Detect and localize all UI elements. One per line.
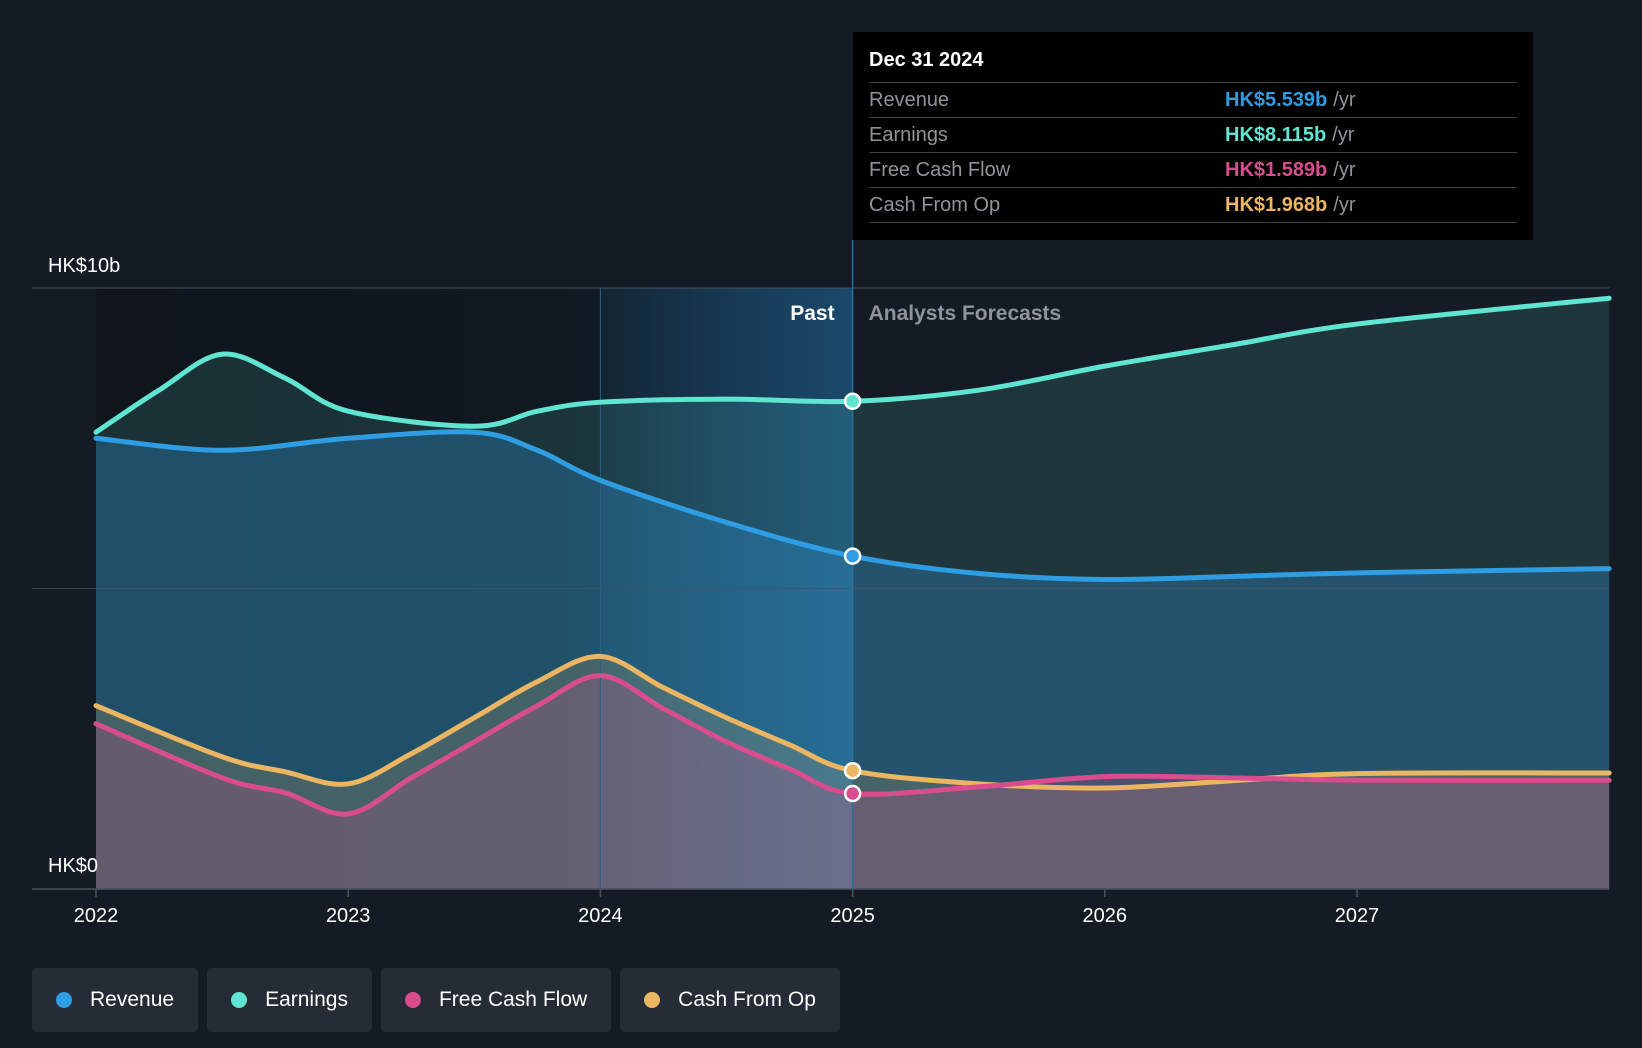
earnings-dot-icon	[231, 992, 248, 1008]
free-cash-flow-line	[93, 673, 1612, 817]
tooltip-unit: /yr	[1333, 193, 1356, 216]
free-cash-flow-marker	[843, 784, 862, 803]
tooltip-row-cash-from-op: Cash From Op HK$1.968b /yr	[869, 188, 1517, 223]
tooltip-unit: /yr	[1333, 88, 1356, 111]
earnings-marker	[843, 392, 862, 411]
free-cash-flow-area	[96, 675, 1610, 889]
y-axis-label-bottom: HK$0	[48, 855, 98, 877]
revenue-dot-icon	[56, 992, 72, 1008]
legend-label: Free Cash Flow	[438, 988, 588, 1011]
x-tick-label: 2024	[578, 905, 623, 927]
tooltip-row-free-cash-flow: Free Cash Flow HK$1.589b /yr	[869, 153, 1517, 188]
x-tick-label: 2023	[326, 905, 371, 927]
tooltip-unit: /yr	[1332, 123, 1355, 146]
cash-from-op-marker	[843, 761, 862, 780]
x-tick-label: 2025	[830, 905, 875, 927]
tooltip-date: Dec 31 2024	[869, 46, 1517, 83]
cash-from-op-dot-icon	[644, 992, 661, 1008]
legend-label: Cash From Op	[678, 988, 816, 1011]
tooltip-unit: /yr	[1333, 158, 1356, 181]
legend-item-free-cash-flow[interactable]: Free Cash Flow	[380, 968, 612, 1032]
x-tick-label: 2027	[1335, 905, 1380, 927]
earnings-line	[93, 295, 1612, 435]
tooltip-value: HK$5.539b	[1225, 88, 1328, 111]
data-tooltip: Dec 31 2024 Revenue HK$5.539b /yr Earnin…	[853, 32, 1533, 240]
tooltip-label: Free Cash Flow	[869, 158, 1011, 181]
x-tick-label: 2026	[1083, 905, 1128, 927]
cash-from-op-line	[93, 653, 1612, 791]
tooltip-label: Earnings	[869, 123, 948, 146]
forecast-label: Analysts Forecasts	[869, 302, 1062, 325]
revenue-line	[93, 429, 1612, 583]
legend-item-cash-from-op[interactable]: Cash From Op	[620, 968, 840, 1032]
legend-label: Earnings	[265, 988, 348, 1011]
free-cash-flow-dot-icon	[404, 992, 421, 1008]
y-axis-label-top: HK$10b	[48, 255, 120, 277]
legend-item-revenue[interactable]: Revenue	[32, 968, 199, 1032]
tooltip-label: Revenue	[869, 88, 950, 111]
x-tick-label: 2022	[74, 905, 119, 927]
past-label: Past	[790, 302, 834, 325]
tooltip-row-revenue: Revenue HK$5.539b /yr	[869, 83, 1517, 118]
tooltip-label: Cash From Op	[869, 193, 1001, 216]
chart-legend: Revenue Earnings Free Cash Flow Cash Fro…	[32, 968, 840, 1032]
tooltip-row-earnings: Earnings HK$8.115b /yr	[869, 118, 1517, 153]
legend-item-earnings[interactable]: Earnings	[207, 968, 372, 1032]
tooltip-value: HK$8.115b	[1225, 123, 1327, 146]
tooltip-value: HK$1.589b	[1225, 158, 1328, 181]
tooltip-value: HK$1.968b	[1225, 193, 1328, 216]
legend-label: Revenue	[90, 988, 175, 1011]
revenue-marker	[843, 547, 862, 565]
